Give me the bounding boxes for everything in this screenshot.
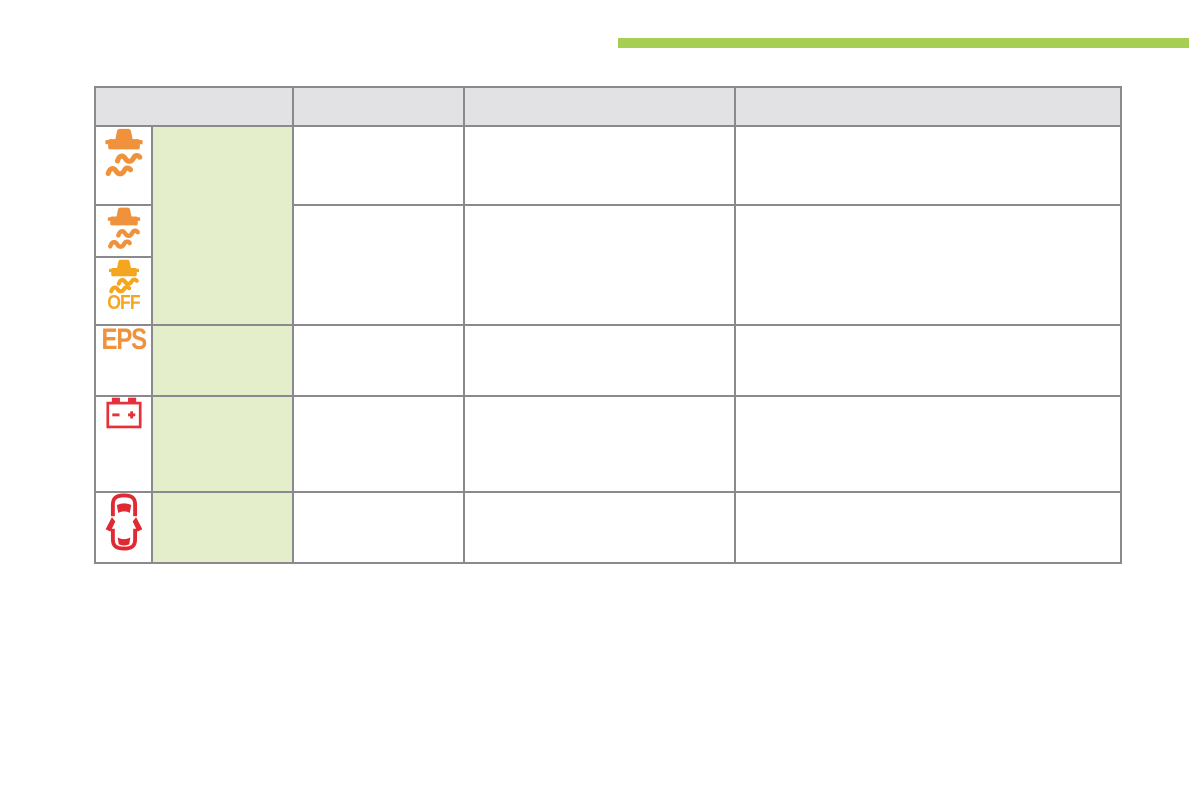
detail-cell — [734, 125, 1122, 206]
battery-charge-warning-icon — [105, 397, 142, 429]
detail-cell — [734, 324, 1122, 397]
table-row-esc-2 — [94, 204, 1122, 326]
accent-bar — [618, 38, 1189, 48]
esc-off-label: OFF — [107, 292, 140, 314]
header-cell-2 — [292, 86, 465, 127]
detail-cell — [463, 204, 736, 326]
icon-cell: EPS — [94, 323, 153, 397]
detail-cell — [292, 125, 465, 206]
indicator-name-cell — [151, 491, 294, 564]
detail-cell — [734, 491, 1122, 564]
header-cell-4 — [734, 86, 1122, 127]
header-row — [94, 86, 1122, 127]
eps-warning-text: EPS — [101, 323, 148, 356]
esc-indicator-icon — [107, 207, 140, 249]
detail-cell — [734, 395, 1122, 493]
icon-cell: OFF — [94, 256, 153, 326]
header-cell-3 — [463, 86, 736, 127]
icon-cell — [94, 125, 153, 206]
indicator-name-cell — [151, 395, 294, 493]
icon-cell — [94, 491, 153, 564]
detail-cell — [463, 491, 736, 564]
detail-cell — [734, 204, 1122, 326]
door-open-warning-icon — [105, 493, 142, 551]
detail-cell — [292, 324, 465, 397]
table-row-esc-off: OFF — [94, 256, 1121, 326]
esc-off-indicator-icon — [108, 259, 139, 294]
header-cell-indicator — [94, 86, 294, 127]
table-row-battery — [94, 395, 1122, 493]
table-row-esc-1 — [94, 125, 1122, 326]
detail-cell — [463, 125, 736, 206]
detail-cell — [292, 204, 465, 326]
warning-lights-table: OFF EPS — [94, 86, 1122, 564]
indicator-name-cell — [151, 324, 294, 397]
detail-cell — [463, 395, 736, 493]
detail-cell — [463, 324, 736, 397]
esc-indicator-icon — [104, 128, 143, 177]
table-row-eps: EPS — [94, 323, 1122, 397]
table-row-door — [94, 491, 1122, 564]
icon-cell — [94, 204, 153, 258]
indicator-name-cell — [151, 125, 294, 326]
detail-cell — [292, 395, 465, 493]
detail-cell — [292, 491, 465, 564]
icon-cell — [94, 395, 153, 493]
